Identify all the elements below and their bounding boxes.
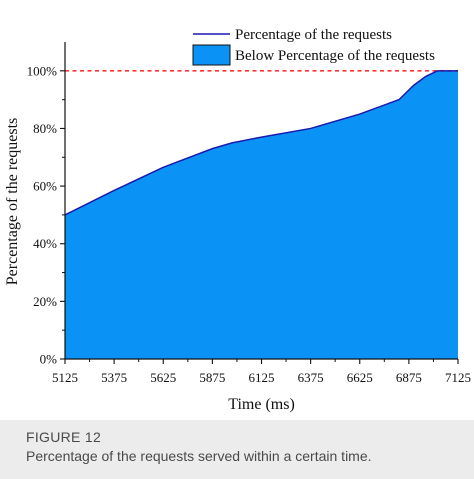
x-tick-label: 6875	[396, 370, 422, 385]
series-line	[64, 70, 458, 216]
legend-label-line: Percentage of the requests	[235, 27, 392, 43]
x-tick-label: 6375	[298, 370, 324, 385]
caption-label: FIGURE 12	[26, 429, 102, 445]
line-layer	[64, 70, 458, 216]
x-tick-label: 5875	[199, 370, 225, 385]
x-tick-label: 7125	[445, 370, 471, 385]
caption-text: Percentage of the requests served within…	[26, 448, 372, 464]
legend: Percentage of the requests Below Percenta…	[192, 27, 435, 66]
legend-area-swatch	[192, 44, 231, 66]
x-tick-label: 5125	[52, 370, 78, 385]
y-tick-label: 80%	[33, 121, 57, 136]
y-tick-label: 0%	[40, 352, 58, 367]
chart: 0% 20% 40% 60% 80% 100% 5125 5375 5625 5875 6125 63…	[4, 27, 471, 413]
y-tick-label: 40%	[33, 236, 57, 251]
y-tick-label: 20%	[33, 294, 57, 309]
x-axis-label: Time (ms)	[228, 396, 295, 413]
x-tick-label: 5625	[150, 370, 176, 385]
x-tick-label: 6625	[347, 370, 373, 385]
area-fill	[65, 70, 458, 360]
y-tick-label: 60%	[33, 179, 57, 194]
x-tick-label: 6125	[249, 370, 275, 385]
y-tick-label: 100%	[27, 63, 58, 78]
legend-label-area: Below Percentage of the requests	[235, 48, 435, 64]
chart-panel: 0% 20% 40% 60% 80% 100% 5125 5375 5625 5875 6125 63…	[4, 27, 471, 413]
area-layer	[65, 70, 458, 360]
x-tick-label: 5375	[101, 370, 127, 385]
ticks-layer: 0% 20% 40% 60% 80% 100% 5125 5375 5625 5875 6125 63…	[4, 63, 471, 413]
y-axis-label: Percentage of the requests	[4, 118, 21, 285]
figure-caption: FIGURE 12 Percentage of the requests ser…	[0, 420, 474, 479]
